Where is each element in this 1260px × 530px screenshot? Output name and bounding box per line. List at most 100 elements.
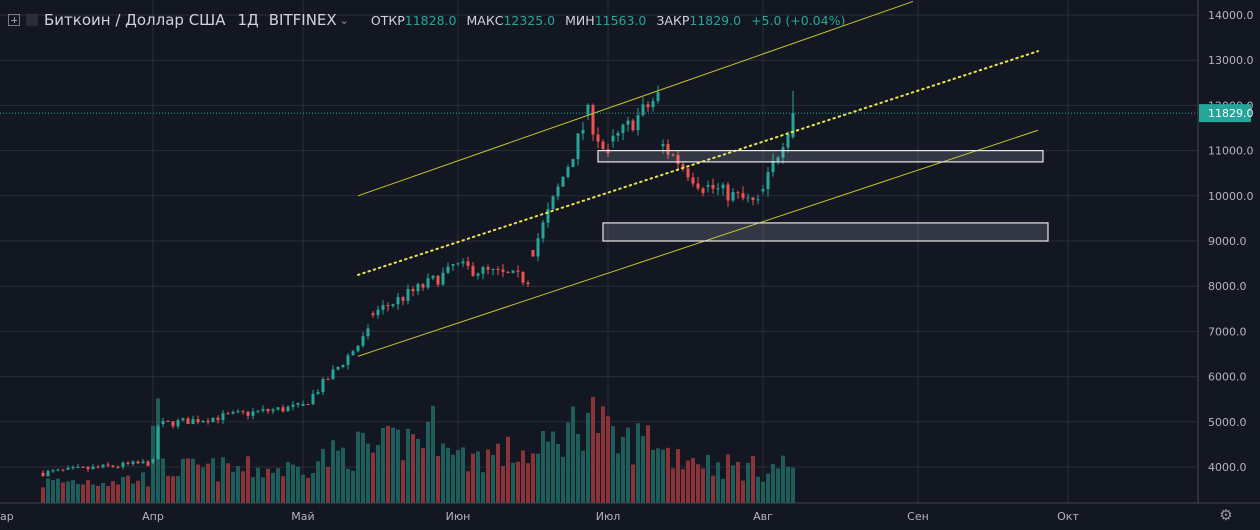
candle-body	[221, 413, 225, 421]
volume-bar	[736, 461, 740, 503]
low-value: 11563.0	[594, 12, 647, 28]
grid-layer	[0, 0, 1198, 503]
volume-bar	[646, 425, 650, 503]
volume-bar	[691, 458, 695, 503]
candle-body	[311, 393, 315, 405]
candle-body	[496, 268, 500, 270]
volume-bar	[606, 416, 610, 503]
candle-body	[541, 222, 545, 239]
candle-body	[591, 104, 595, 135]
candle-body	[211, 417, 215, 423]
open-value: 11828.0	[404, 12, 457, 28]
candle-body	[761, 189, 765, 192]
candle-body	[526, 282, 530, 285]
candle-body	[746, 197, 750, 199]
candle-body	[421, 284, 425, 288]
volume-bar	[76, 484, 80, 503]
candle-body	[711, 184, 715, 189]
candle-body	[71, 467, 75, 469]
volume-bar	[96, 485, 100, 503]
y-tick-label: 5000.0	[1208, 416, 1247, 429]
candle-body	[716, 188, 720, 190]
volume-bar	[206, 463, 210, 503]
y-tick-label: 9000.0	[1208, 235, 1247, 248]
candle-body	[536, 238, 540, 257]
volume-bar	[56, 478, 60, 503]
volume-bar	[731, 465, 735, 503]
trend-line-channel-middle[interactable]	[357, 50, 1039, 276]
volume-bar	[221, 457, 225, 503]
candle-body	[436, 275, 440, 285]
volume-bar	[461, 447, 465, 503]
candle-body	[261, 409, 265, 411]
candle-body	[256, 410, 260, 412]
plus-square-icon[interactable]	[8, 14, 20, 26]
candle-body	[146, 461, 150, 466]
candle-body	[416, 284, 420, 292]
candle-body	[566, 167, 570, 177]
volume-bar	[466, 471, 470, 503]
candle-body	[201, 420, 205, 423]
volume-bar	[261, 477, 265, 503]
volume-bar	[511, 462, 515, 503]
trend-line-channel-upper[interactable]	[357, 0, 914, 197]
volume-bar	[626, 427, 630, 503]
candle-body	[296, 402, 300, 405]
resistance-zone[interactable]	[597, 150, 1044, 163]
candle-body	[676, 154, 680, 165]
candle-body	[656, 92, 660, 102]
candle-body	[391, 304, 395, 306]
x-tick-label: Май	[291, 510, 314, 523]
gear-icon[interactable]: ⚙	[1219, 506, 1233, 524]
trend-line-channel-lower[interactable]	[357, 129, 1039, 357]
candle-body	[726, 184, 730, 201]
drawing-layer[interactable]	[357, 0, 1049, 357]
candle-body	[196, 419, 200, 423]
interval-label[interactable]: 1Д	[237, 11, 259, 29]
candle-body	[186, 418, 190, 424]
close-label: ЗАКР	[656, 12, 690, 28]
chart-header: Биткоин / Доллар США 1Д BITFINEX ⌄ ОТКР1…	[8, 9, 845, 31]
candle-body	[351, 351, 355, 356]
volume-bar	[456, 450, 460, 503]
volume-bar	[616, 453, 620, 503]
candle-body	[581, 129, 585, 134]
volume-bar	[106, 485, 110, 503]
volume-bar	[506, 436, 510, 503]
candle-body	[316, 392, 320, 394]
volume-bar	[501, 465, 505, 503]
volume-bar	[441, 443, 445, 503]
y-tick-label: 7000.0	[1208, 325, 1247, 338]
candle-body	[376, 309, 380, 316]
y-tick-label: 4000.0	[1208, 461, 1247, 474]
candle-body	[321, 379, 325, 393]
volume-bar	[161, 458, 165, 503]
volume-bar	[41, 487, 45, 503]
volume-bar	[231, 471, 235, 503]
volume-bar	[636, 423, 640, 503]
symbol-title[interactable]: Биткоин / Доллар США	[44, 11, 226, 29]
volume-bar	[446, 447, 450, 503]
candle-body	[66, 467, 70, 470]
exchange-label[interactable]: BITFINEX	[268, 11, 337, 29]
x-tick-label: Июл	[596, 510, 621, 523]
open-label: ОТКР	[370, 12, 405, 28]
low-label: МИН	[565, 12, 595, 28]
chevron-down-icon[interactable]: ⌄	[339, 13, 349, 27]
candle-body	[456, 263, 460, 265]
candle-body	[596, 134, 600, 142]
candle-body	[411, 289, 415, 292]
volume-bar	[621, 437, 625, 503]
volume-bar	[471, 453, 475, 503]
volume-bar	[376, 445, 380, 503]
candle-body	[766, 172, 770, 190]
volume-bar	[116, 484, 120, 503]
volume-bar	[356, 431, 360, 503]
volume-bar	[776, 468, 780, 503]
candle-body	[501, 269, 505, 272]
support-zone[interactable]	[602, 222, 1049, 242]
candle-body	[396, 297, 400, 305]
volume-bar	[336, 450, 340, 503]
